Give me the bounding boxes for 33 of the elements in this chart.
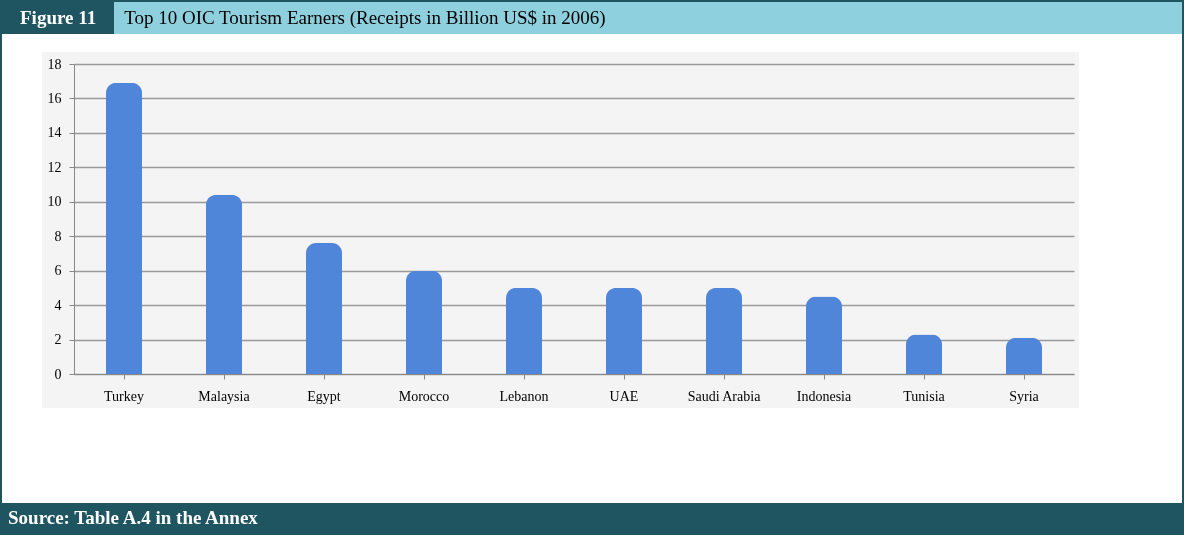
x-tick-label: Lebanon <box>499 388 549 404</box>
y-tick-label: 18 <box>47 56 62 72</box>
bar <box>306 243 342 374</box>
bar <box>906 334 942 374</box>
bar <box>606 287 642 374</box>
y-tick-label: 12 <box>47 159 62 175</box>
bar <box>206 194 242 374</box>
caption: Figure 11 <box>2 2 115 34</box>
x-tick-label: Turkey <box>104 388 144 404</box>
bar <box>406 270 442 374</box>
x-tick-label: Egypt <box>307 388 341 404</box>
bar <box>1006 337 1042 374</box>
x-tick-label: Indonesia <box>796 388 852 404</box>
x-tick-label: Morocco <box>398 388 450 404</box>
y-tick-label: 10 <box>47 194 62 210</box>
y-tick-label: 14 <box>47 125 62 141</box>
bar <box>506 287 542 374</box>
bar <box>806 296 842 374</box>
y-tick-label: 0 <box>54 366 62 382</box>
x-tick-label: UAE <box>609 388 639 404</box>
y-tick-label: 16 <box>47 90 62 106</box>
y-tick-label: 2 <box>54 332 62 348</box>
x-tick-label: Syria <box>1009 388 1040 404</box>
x-tick-label: Tunisia <box>903 388 946 404</box>
x-tick-label: Saudi Arabia <box>687 388 762 404</box>
y-tick-label: 4 <box>54 297 62 313</box>
y-tick-label: 8 <box>54 228 62 244</box>
bar <box>106 82 142 374</box>
bar <box>706 287 742 374</box>
y-tick-label: 6 <box>54 263 62 279</box>
source-note: Source: Table A.4 in the Annex <box>2 503 1182 533</box>
x-tick-label: Malaysia <box>198 388 251 404</box>
chart-title: Top 10 OIC Tourism Earners (Receipts in Billion US$ in 2006) <box>123 7 606 29</box>
